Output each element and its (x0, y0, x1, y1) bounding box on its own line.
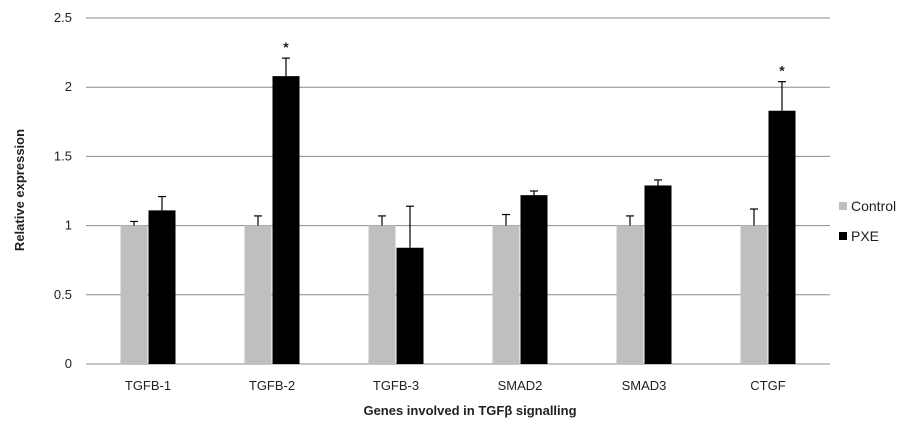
y-axis-ticks: 0 0.5 1 1.5 2 2.5 (54, 10, 72, 371)
legend-label-control: Control (851, 198, 896, 214)
bar-control-smad3 (616, 225, 644, 364)
x-tick-label: TGFB-2 (249, 378, 295, 393)
significance-annotations: ** (283, 39, 785, 79)
bar-pxe-smad3 (644, 185, 672, 364)
y-tick-label: 1.5 (54, 148, 72, 163)
x-tick-label: CTGF (750, 378, 785, 393)
legend: Control PXE (839, 198, 896, 244)
y-tick-label: 0.5 (54, 287, 72, 302)
x-tick-label: SMAD3 (622, 378, 667, 393)
legend-swatch-control (839, 202, 847, 210)
error-bars (130, 57, 786, 248)
x-axis-ticks: TGFB-1 TGFB-2 TGFB-3 SMAD2 SMAD3 CTGF (125, 378, 786, 393)
bar-control-smad2 (492, 225, 520, 364)
bar-pxe-tgfb-2 (272, 76, 300, 365)
y-tick-label: 2.5 (54, 10, 72, 25)
x-axis-title: Genes involved in TGFβ signalling (363, 403, 576, 418)
legend-swatch-pxe (839, 232, 847, 240)
significance-asterisk: * (779, 63, 785, 79)
bar-pxe-smad2 (520, 195, 548, 364)
bar-pxe-tgfb-3 (396, 247, 424, 364)
y-tick-label: 2 (65, 79, 72, 94)
bar-control-tgfb-1 (120, 225, 148, 364)
bars (120, 76, 796, 365)
bar-control-tgfb-2 (244, 225, 272, 364)
y-tick-label: 0 (65, 356, 72, 371)
y-tick-label: 1 (65, 218, 72, 233)
bar-control-ctgf (740, 225, 768, 364)
bar-pxe-tgfb-1 (148, 210, 176, 364)
gridlines (86, 17, 830, 365)
x-tick-label: TGFB-1 (125, 378, 171, 393)
x-tick-label: SMAD2 (498, 378, 543, 393)
bar-pxe-ctgf (768, 110, 796, 364)
x-tick-label: TGFB-3 (373, 378, 419, 393)
bar-control-tgfb-3 (368, 225, 396, 364)
y-axis-title: Relative expression (12, 129, 27, 251)
legend-label-pxe: PXE (851, 228, 879, 244)
significance-asterisk: * (283, 39, 289, 55)
